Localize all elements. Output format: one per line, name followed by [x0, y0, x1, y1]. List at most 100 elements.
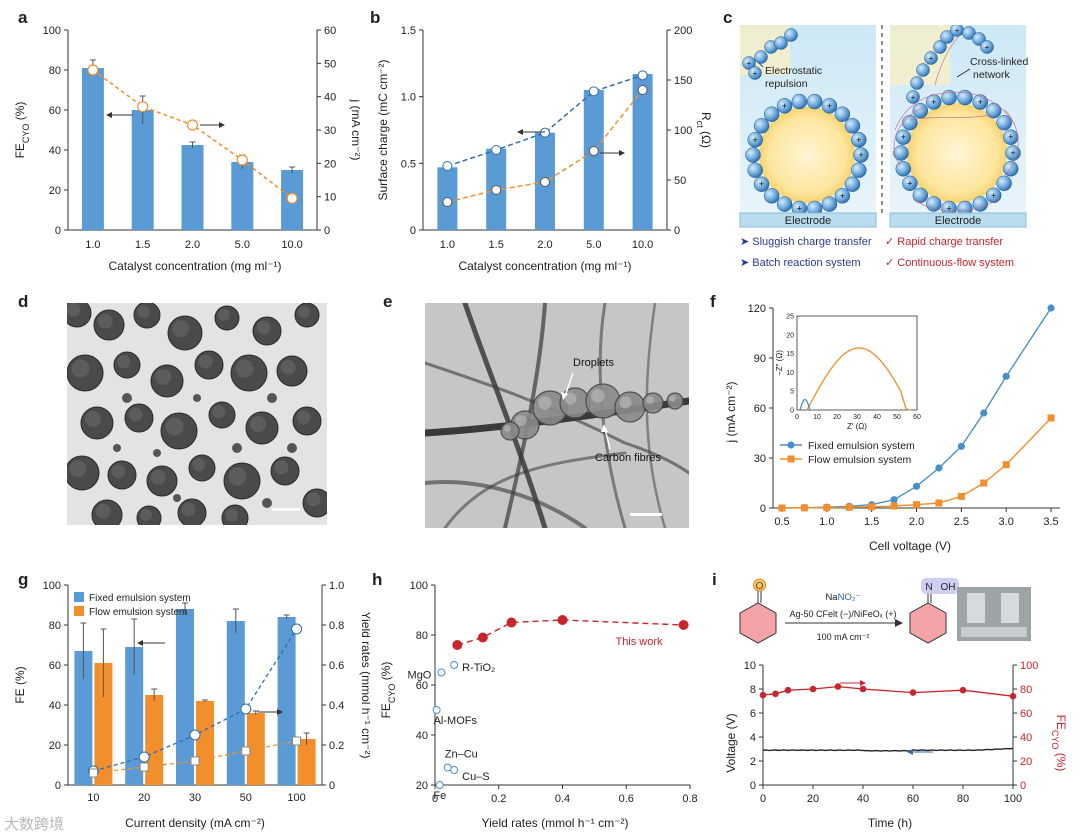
c-left-particle — [821, 196, 838, 212]
c-right-charge-sign: + — [931, 97, 936, 107]
c-left-chain-particle — [774, 36, 788, 50]
i-x-tick-label: 0 — [760, 793, 766, 805]
c-right-charge-sign: + — [978, 97, 983, 107]
a-y2-tick-label: 20 — [324, 158, 336, 170]
c-right-chain-particle — [962, 26, 976, 40]
i-point-fe — [959, 686, 967, 694]
f-inset-y-tick-label: 5 — [790, 389, 794, 396]
i-y2-tick-label: 100 — [1020, 660, 1038, 672]
g-x-tick-label: 20 — [138, 792, 150, 804]
b-x-tick-label: 10.0 — [632, 239, 653, 251]
b-x-tick-label: 1.0 — [440, 239, 455, 251]
c-right-chain-particle — [933, 40, 947, 54]
i-arrowhead-right — [860, 680, 866, 686]
d-particle-highlight — [128, 407, 143, 422]
g-y-tick-label: 20 — [49, 740, 61, 752]
g-x-tick-label: 50 — [240, 792, 252, 804]
c-left-particle — [851, 162, 867, 178]
f-inset-xlabel: Z′ (Ω) — [847, 422, 867, 431]
d-particle-highlight — [228, 467, 247, 486]
f-y-tick-label: 120 — [748, 303, 766, 315]
b-point-charge — [588, 86, 599, 97]
h-line-this-work — [457, 619, 684, 646]
b-y2-tick-label: 200 — [674, 25, 692, 37]
g-bar-flow — [196, 701, 214, 785]
g-bar-flow — [145, 695, 164, 785]
h-literature-label: Cu–S — [462, 771, 490, 783]
g-y2-tick-label: 0.8 — [329, 620, 344, 632]
g-x-tick-label: 30 — [189, 792, 201, 804]
c-right-chain-particle — [980, 40, 994, 54]
b-x-tick-label: 5.0 — [586, 239, 601, 251]
c-left-particle — [791, 93, 808, 110]
b-point-charge — [491, 145, 502, 155]
b-point-rct — [540, 177, 550, 187]
c-left-particle — [851, 132, 867, 148]
i-xlabel: Time (h) — [868, 816, 912, 830]
c-right-electrode-label: Electrode — [935, 215, 981, 227]
i-point-fe — [909, 689, 917, 696]
f-inset-y-tick-label: 20 — [786, 332, 794, 339]
h-x-tick-label: 0.8 — [682, 793, 697, 805]
c-right-particle — [895, 161, 912, 177]
c-left-label-1: Electrostatic — [765, 65, 822, 77]
g-x-tick-label: 100 — [287, 792, 305, 804]
f-inset-x-tick-label: 0 — [795, 414, 799, 421]
g-point-yield-flow — [88, 768, 98, 778]
b-point-rct — [491, 185, 502, 195]
g-bar-flow — [297, 739, 316, 785]
d-small-particle — [287, 443, 297, 453]
f-x-tick-label: 2.5 — [954, 516, 969, 528]
c-left-electrode-label: Electrode — [785, 215, 831, 227]
i-point-fe — [809, 685, 817, 693]
h-point-this-work — [506, 617, 517, 628]
d-particle-highlight — [69, 460, 87, 478]
b-point-charge — [637, 70, 648, 81]
a-y-tick-label: 20 — [49, 185, 61, 197]
c-right-point-1: ✓ Rapid charge transfer — [885, 236, 1003, 248]
i-point-fe — [784, 686, 792, 694]
i-y-tick-label: 4 — [750, 732, 756, 744]
d-particle-highlight — [71, 359, 90, 378]
f-point-flow — [913, 501, 920, 509]
h-y-tick-label: 20 — [416, 780, 428, 792]
a-ylabel: FECYO (%) — [13, 102, 31, 159]
i-reaction-scheme: O NaNO₂⁻ Ag-50 CFelt (−)/NiFeOₓ (+) 100 … — [739, 578, 1031, 644]
g-point-yield-fixed — [189, 729, 201, 741]
f-x-tick-label: 1.5 — [864, 516, 879, 528]
d-particle-highlight — [155, 369, 171, 385]
e-droplet-highlight — [591, 389, 605, 403]
d-particle-highlight — [117, 355, 131, 369]
c-left-particle — [747, 132, 763, 148]
e-droplet — [666, 392, 684, 410]
c-right-charge-sign: + — [1008, 132, 1013, 142]
f-inset-x-tick-label: 60 — [913, 414, 921, 421]
d-particle-highlight — [256, 320, 271, 335]
a-bar — [131, 110, 154, 230]
c-left-particle — [745, 147, 761, 163]
f-x-tick-label: 1.0 — [819, 516, 834, 528]
i-point-fe — [759, 691, 767, 699]
g-point-yield-flow — [292, 736, 302, 746]
g-point-yield-fixed — [138, 751, 150, 763]
b-bar — [632, 74, 653, 230]
d-particle-highlight — [306, 492, 321, 507]
e-droplet-highlight — [619, 396, 632, 409]
c-right-label-1: Cross-linked — [970, 56, 1029, 68]
b-y-tick-label: 0.5 — [401, 158, 416, 170]
i-y-tick-label: 8 — [750, 684, 756, 696]
f-inset-y-tick-label: 0 — [790, 408, 794, 415]
g-legend-swatch-flow — [74, 606, 84, 616]
g-arrowhead-left — [137, 640, 143, 646]
c-left-particle — [763, 188, 780, 204]
c-left-point-1: ➤ Sluggish charge transfer — [740, 236, 872, 248]
i-x-tick-label: 80 — [957, 793, 969, 805]
a-y2-tick-label: 10 — [324, 192, 336, 204]
a-point-j — [286, 192, 298, 204]
f-y-tick-label: 60 — [754, 403, 766, 415]
i-x-tick-label: 20 — [807, 793, 819, 805]
i-y2-tick-label: 20 — [1020, 756, 1032, 768]
d-small-particle — [262, 498, 272, 508]
f-legend-marker-fixed — [787, 441, 795, 449]
e-droplet-highlight — [503, 424, 511, 432]
